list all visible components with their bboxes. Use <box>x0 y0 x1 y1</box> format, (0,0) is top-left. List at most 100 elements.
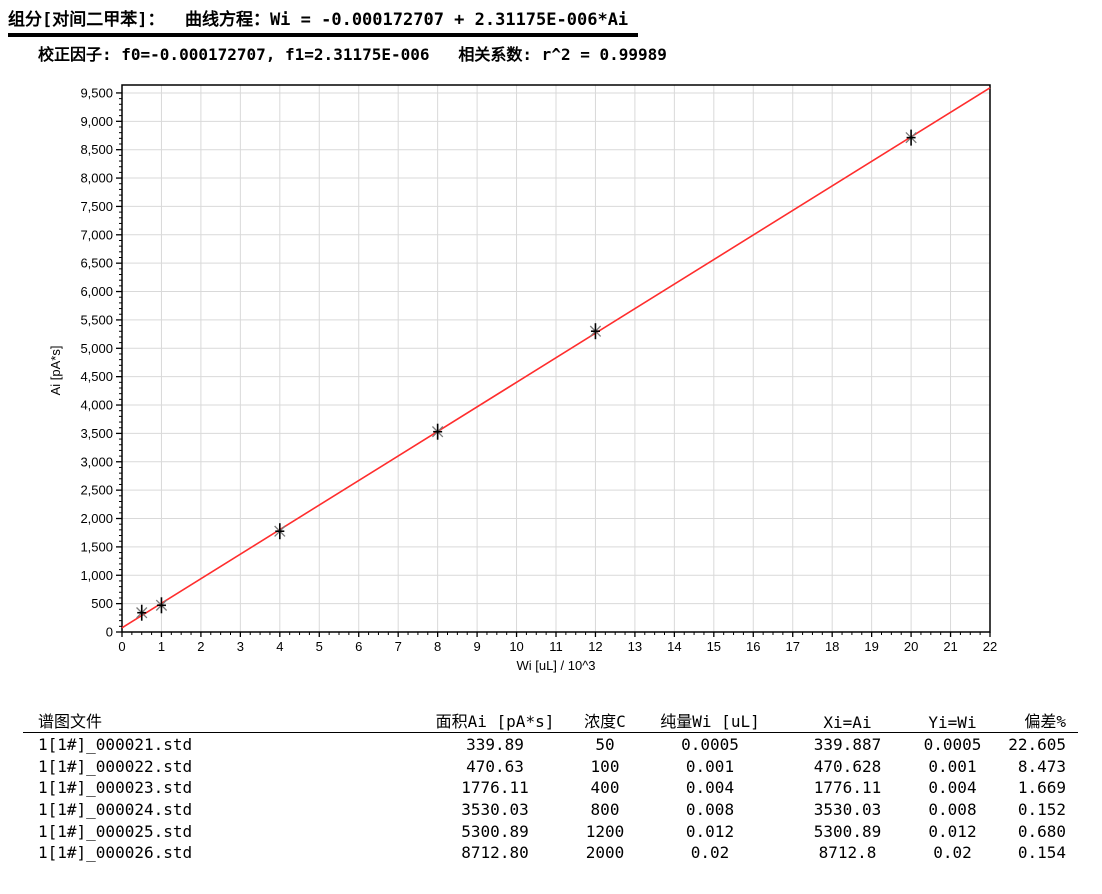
table-row: 1[1#]_000023.std 1776.11 400 0.004 1776.11 0.… <box>23 777 1078 799</box>
table-cell: 22.605 <box>1008 735 1066 754</box>
table-cell: 1[1#]_000022.std <box>38 756 193 776</box>
svg-text:0: 0 <box>106 625 113 640</box>
table-cell: 0.02 <box>933 843 972 863</box>
svg-text:2,000: 2,000 <box>80 511 113 526</box>
svg-text:13: 13 <box>628 639 642 654</box>
svg-text:4: 4 <box>276 639 283 654</box>
data-point-marker <box>431 423 444 440</box>
table-row: 1[1#]_000021.std 339.89 50 0.0005 339.887 0.0… <box>23 734 1078 756</box>
svg-text:3,500: 3,500 <box>80 426 113 441</box>
table-cell: 0.004 <box>928 778 977 798</box>
table-cell: 400 <box>590 778 620 798</box>
svg-text:4,000: 4,000 <box>80 398 113 413</box>
svg-text:22: 22 <box>983 639 997 654</box>
table-cell: 5300.89 <box>813 821 882 841</box>
svg-text:500: 500 <box>91 596 113 611</box>
table-cell: 800 <box>590 800 620 820</box>
table-cell: 2000 <box>585 843 625 863</box>
svg-text:18: 18 <box>825 639 839 654</box>
table-cell: 1200 <box>585 821 625 841</box>
table-cell: 470.628 <box>813 756 882 776</box>
svg-text:5,500: 5,500 <box>80 312 113 327</box>
svg-text:6,000: 6,000 <box>80 284 113 299</box>
table-cell: 8712.80 <box>461 843 529 863</box>
svg-text:9,000: 9,000 <box>80 114 113 129</box>
svg-text:3: 3 <box>237 639 244 654</box>
svg-text:9: 9 <box>473 639 480 654</box>
table-cell: 0.0005 <box>923 735 982 754</box>
svg-text:1,000: 1,000 <box>80 568 113 583</box>
table-cell: 3530.03 <box>813 800 882 820</box>
table-cell: 0.004 <box>685 778 735 798</box>
header-cell: 谱图文件 <box>38 712 103 731</box>
svg-text:17: 17 <box>785 639 799 654</box>
table-row: 1[1#]_000024.std 3530.03 800 0.008 3530.03 0.… <box>23 799 1078 821</box>
component-equation-title: 组分[对间二甲苯]： 曲线方程：Wi = -0.000172707 + 2.31… <box>8 5 639 37</box>
table-cell: 0.02 <box>690 843 730 863</box>
svg-text:16: 16 <box>746 639 760 654</box>
header-cell: Xi=Ai <box>823 713 872 732</box>
table-header-row: 谱图文件 面积Ai [pA*s] 浓度C 纯量Wi [uL] Xi=Ai Yi=Wi 偏差% <box>23 706 1078 733</box>
svg-text:9,500: 9,500 <box>80 85 113 100</box>
table-cell: 1776.11 <box>461 778 529 798</box>
table-cell: 0.154 <box>1017 843 1066 863</box>
svg-text:7: 7 <box>395 639 402 654</box>
svg-text:7,000: 7,000 <box>80 227 113 242</box>
calibration-chart: 0 1 2 3 4 5 6 7 8 9 10 11 12 13 14 15 16 17 18 19 20 21 220500… <box>48 84 997 673</box>
table-cell: 1[1#]_000023.std <box>38 778 193 798</box>
table-cell: 0.012 <box>928 821 977 841</box>
svg-text:5,000: 5,000 <box>80 341 113 356</box>
table-cell: 1[1#]_000024.std <box>38 800 193 820</box>
table-cell: 1776.11 <box>813 778 882 798</box>
svg-text:2: 2 <box>197 639 204 654</box>
svg-text:1: 1 <box>158 639 165 654</box>
table-cell: 1[1#]_000025.std <box>38 821 193 841</box>
svg-text:8,000: 8,000 <box>80 171 113 186</box>
svg-text:14: 14 <box>667 639 681 654</box>
table-cell: 339.887 <box>813 735 882 754</box>
table-cell: 0.008 <box>685 800 735 820</box>
component-equation-text: 组分[对间二甲苯]： 曲线方程：Wi = -0.000172707 + 2.31… <box>8 5 639 37</box>
svg-text:3,000: 3,000 <box>80 454 113 469</box>
svg-text:21: 21 <box>943 639 957 654</box>
svg-text:8: 8 <box>434 639 441 654</box>
table-body: 1[1#]_000021.std 339.89 50 0.0005 339.887 0.0… <box>23 734 1078 864</box>
table-cell: 339.89 <box>466 735 524 754</box>
svg-text:4,500: 4,500 <box>80 369 113 384</box>
table-cell: 470.63 <box>466 756 524 776</box>
table-cell: 0.0005 <box>681 735 739 754</box>
table-cell: 0.001 <box>685 756 735 776</box>
svg-text:20: 20 <box>904 639 918 654</box>
table-cell: 3530.03 <box>461 800 529 820</box>
table-cell: 5300.89 <box>461 821 529 841</box>
header-cell: 浓度C <box>584 712 626 731</box>
table-cell: 0.680 <box>1017 821 1066 841</box>
table-row: 1[1#]_000025.std 5300.89 1200 0.012 5300.89 0… <box>23 821 1078 843</box>
svg-text:12: 12 <box>588 639 602 654</box>
svg-text:6: 6 <box>355 639 362 654</box>
header-cell: 纯量Wi [uL] <box>660 712 760 731</box>
svg-text:11: 11 <box>549 639 563 654</box>
header-cell: Yi=Wi <box>928 713 977 732</box>
svg-text:2,500: 2,500 <box>80 483 113 498</box>
table-cell: 0.012 <box>685 821 735 841</box>
calibration-table: 谱图文件 面积Ai [pA*s] 浓度C 纯量Wi [uL] Xi=Ai Yi=Wi 偏差%… <box>23 706 1078 864</box>
table-cell: 1[1#]_000026.std <box>38 843 193 863</box>
svg-text:15: 15 <box>707 639 721 654</box>
svg-text:19: 19 <box>864 639 878 654</box>
svg-text:5: 5 <box>316 639 323 654</box>
svg-text:0: 0 <box>118 639 125 654</box>
svg-text:Ai [pA*s]: Ai [pA*s] <box>48 346 63 396</box>
data-point-marker <box>274 523 286 540</box>
table-row: 1[1#]_000026.std 8712.80 2000 0.02 8712.8 0.0… <box>23 842 1078 864</box>
table-cell: 1[1#]_000021.std <box>38 735 193 754</box>
svg-text:Wi [uL] / 10^3: Wi [uL] / 10^3 <box>516 658 595 673</box>
data-point-marker <box>136 604 148 621</box>
data-point-marker <box>155 597 168 614</box>
table-row: 1[1#]_000022.std 470.63 100 0.001 470.628 0.0… <box>23 756 1078 778</box>
correction-factors-line: 校正因子: f0=-0.000172707, f1=2.31175E-006 相… <box>38 45 667 64</box>
header-cell: 面积Ai [pA*s] <box>435 712 555 731</box>
data-point-marker <box>589 323 602 340</box>
table-cell: 8712.8 <box>818 843 877 863</box>
